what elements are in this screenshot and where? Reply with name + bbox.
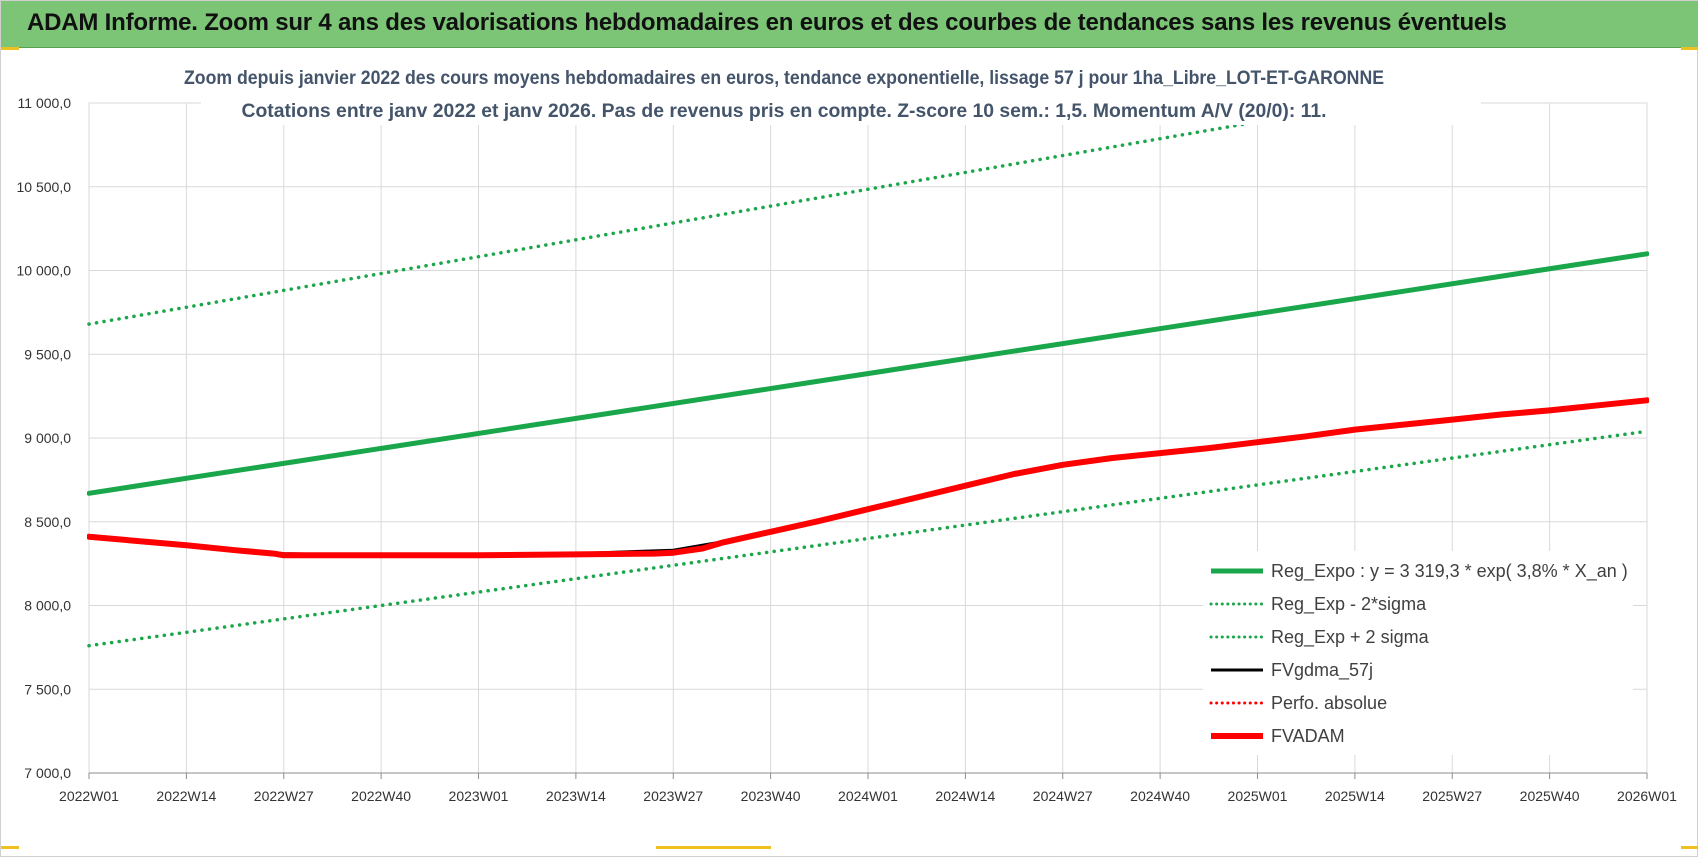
y-tick-label: 9 000,0 [24,430,71,446]
x-tick-label: 2025W01 [1228,788,1288,804]
chart: 7 000,0 7 500,0 8 000,0 8 500,0 9 000,0 9 500… [17,61,1677,804]
banner-title: ADAM Informe. Zoom sur 4 ans des valoris… [27,9,1507,36]
corner-mark-bottom-center [656,846,771,849]
corner-mark-top-left [1,47,19,50]
banner: ADAM Informe. Zoom sur 4 ans des valoris… [1,1,1698,48]
legend-label: Reg_Exp - 2*sigma [1271,594,1427,615]
chart-title-background [201,61,1481,125]
legend-label: FVgdma_57j [1271,660,1373,681]
series-layer [87,101,1649,648]
y-tick-label: 7 000,0 [24,765,71,781]
x-tick-label: 2025W40 [1520,788,1580,804]
x-tick-label: 2022W40 [351,788,411,804]
corner-mark-bottom-right [1681,846,1698,849]
y-tick-label: 8 000,0 [24,598,71,614]
y-tick-label: 7 500,0 [24,681,71,697]
chart-title: Zoom depuis janvier 2022 des cours moyen… [184,68,1384,89]
x-tick-label: 2022W27 [254,788,314,804]
x-tick-label: 2026W01 [1617,788,1677,804]
legend-label: Reg_Exp + 2 sigma [1271,627,1430,648]
y-tick-label: 10 500,0 [17,179,72,195]
x-tick-label: 2022W01 [59,788,119,804]
corner-mark-bottom-left [1,846,19,849]
legend-background [1203,551,1633,755]
chart-subtitle: Cotations entre janv 2022 et janv 2026. … [242,101,1327,122]
x-tick-label: 2023W01 [449,788,509,804]
x-tick-label: 2022W14 [156,788,216,804]
y-tick-label: 9 500,0 [24,346,71,362]
y-tick-label: 8 500,0 [24,514,71,530]
legend-label: Perfo. absolue [1271,693,1387,713]
series-line-2 [87,101,1389,326]
series-line-0 [87,251,1649,496]
x-tick-label: 2024W14 [935,788,995,804]
x-tick-label: 2024W27 [1033,788,1093,804]
legend-label: Reg_Expo : y = 3 319,3 * exp( 3,8% * X_a… [1271,561,1628,582]
x-tick-label: 2025W27 [1422,788,1482,804]
x-tick-label: 2025W14 [1325,788,1385,804]
legend-label: FVADAM [1271,726,1345,746]
series-line-5 [87,397,1649,559]
x-tick-label: 2024W40 [1130,788,1190,804]
x-tick-label: 2024W01 [838,788,898,804]
x-tick-label: 2023W40 [741,788,801,804]
y-tick-label: 10 000,0 [17,263,72,279]
y-tick-label: 11 000,0 [18,95,72,111]
corner-mark-top-right [1681,47,1698,50]
x-tick-label: 2023W14 [546,788,606,804]
x-tick-label: 2023W27 [643,788,703,804]
